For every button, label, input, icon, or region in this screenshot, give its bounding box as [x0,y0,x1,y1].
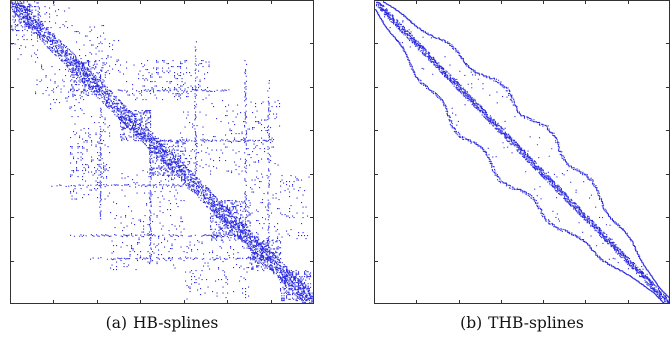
thb-nonzero-entries [375,1,670,304]
thb-nonzero-markers [375,1,670,304]
hb-nonzero-entries [11,1,314,304]
caption-a-text: HB-splines [133,314,219,332]
hb-splines-sparsity-plot [10,0,314,304]
hb-nonzero-markers [11,1,314,304]
hb-splines-sparsity-panel [10,0,314,304]
caption-b-text: THB-splines [488,314,584,332]
thb-axes-ticks [374,0,670,304]
caption-b: (b) THB-splines [374,314,670,332]
caption-a: (a) HB-splines [10,314,314,332]
caption-b-tag: (b) [460,314,483,332]
caption-a-tag: (a) [105,314,127,332]
hb-axes-frame [10,0,314,304]
thb-splines-sparsity-panel [374,0,670,304]
hb-axes-ticks [10,0,314,304]
thb-splines-sparsity-plot [374,0,670,304]
